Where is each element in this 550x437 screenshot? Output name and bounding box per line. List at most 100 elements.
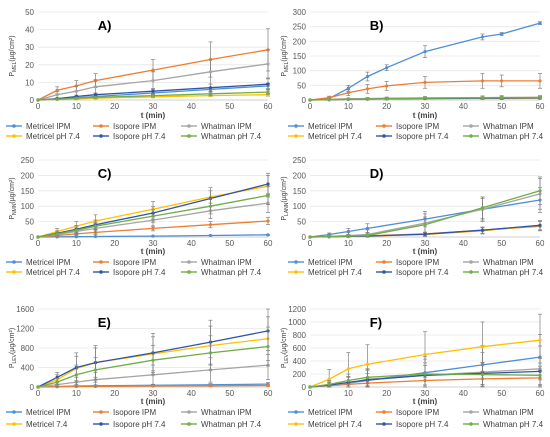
legend-entry: Isopore pH 7.4 xyxy=(376,132,449,141)
data-point xyxy=(538,79,542,83)
legend-label: Whatman IPM xyxy=(483,122,534,131)
data-point xyxy=(365,87,370,91)
legend-entry: Isopore IPM xyxy=(93,258,156,267)
legend-label: Whatman pH 7.4 xyxy=(201,268,262,277)
y-tick-label: 150 xyxy=(21,187,35,196)
legend-swatch-marker xyxy=(99,422,103,426)
data-point xyxy=(93,85,98,89)
legend-swatch-marker xyxy=(12,422,16,426)
data-point xyxy=(93,93,98,97)
y-tick-label: 250 xyxy=(21,156,35,165)
data-point xyxy=(538,189,542,193)
legend-label: Isopore IPM xyxy=(396,258,439,267)
legend-entry: Whatman IPM xyxy=(463,408,534,417)
data-point xyxy=(208,384,213,388)
legend-entry: Isopore pH 7.4 xyxy=(93,132,166,141)
legend-label: Isopore IPM xyxy=(396,122,439,131)
panel-label: F) xyxy=(370,315,382,330)
y-tick-label: 1200 xyxy=(288,305,306,314)
legend-label: Isopore IPM xyxy=(396,408,439,417)
y-axis-title: PLEV(µg/cm²) xyxy=(281,328,290,368)
y-tick-label: 20 xyxy=(25,61,34,70)
y-tick-label: 800 xyxy=(293,331,307,340)
data-point xyxy=(308,385,312,389)
chart-panel-f: 0 200 400 600 800 1000 1200 0 10 20 30 40 50 60 t (min… xyxy=(281,305,545,429)
x-tick-label: 50 xyxy=(225,102,234,111)
data-point xyxy=(208,92,213,96)
y-tick-label: 50 xyxy=(25,8,34,17)
data-point xyxy=(327,377,331,381)
chart-panel-d: 0 50 100 150 200 250 0 10 20 30 40 50 60 t (min) PLANN… xyxy=(281,156,545,277)
x-tick-label: 60 xyxy=(264,102,273,111)
data-point xyxy=(266,219,270,223)
y-tick-label: 50 xyxy=(297,81,306,90)
legend-swatch-marker xyxy=(294,410,298,414)
y-tick-label: 1200 xyxy=(16,325,34,334)
legend-swatch-marker xyxy=(382,124,386,128)
legend-swatch-marker xyxy=(469,270,473,274)
chart-panel-c: 0 50 100 150 200 250 0 10 20 30 40 50 60 t (min) PNMN(… xyxy=(6,156,273,277)
legend-entry: Isopore pH 7.4 xyxy=(376,268,449,277)
data-point xyxy=(208,233,213,238)
y-tick-label: 300 xyxy=(293,8,307,17)
data-point xyxy=(151,68,155,72)
x-tick-label: 20 xyxy=(382,102,391,111)
legend-label: Isopore IPM xyxy=(113,258,156,267)
y-axis-title: PNMN(µg/cm²) xyxy=(9,177,18,219)
x-tick-label: 20 xyxy=(382,239,391,248)
chart-panel-e: 0 400 800 1200 1600 0 10 20 30 40 50 60 t (min) PLEV(… xyxy=(6,305,273,429)
legend-label: Metricel IPM xyxy=(308,122,353,131)
legend-swatch-marker xyxy=(382,260,386,264)
data-point xyxy=(55,97,59,101)
legend-label: Whatman IPM xyxy=(201,258,252,267)
x-tick-label: 10 xyxy=(344,102,353,111)
legend-label: Whatman IPM xyxy=(201,408,252,417)
legend-label: Metricel pH 7.4 xyxy=(26,268,80,277)
x-tick-label: 40 xyxy=(459,389,468,398)
legend-swatch-marker xyxy=(469,422,473,426)
data-point xyxy=(327,98,331,102)
y-tick-label: 150 xyxy=(293,52,307,61)
x-tick-label: 20 xyxy=(382,389,391,398)
legend-entry: Whatman pH 7.4 xyxy=(181,268,262,277)
legend-entry: Isopore pH 7.4 xyxy=(93,420,166,429)
data-point xyxy=(266,182,270,186)
data-point xyxy=(93,224,98,228)
x-tick-label: 60 xyxy=(536,239,545,248)
panel-label: B) xyxy=(370,18,384,33)
y-tick-label: 200 xyxy=(293,37,307,46)
legend-label: Whatman IPM xyxy=(483,408,534,417)
data-point xyxy=(480,345,485,349)
y-axis-title: PLANN(µg/cm²) xyxy=(281,176,290,220)
legend-label: Whatman pH 7.4 xyxy=(483,268,544,277)
legend-swatch-marker xyxy=(294,270,298,274)
series-isopore-ipm xyxy=(308,73,542,102)
legend-swatch-marker xyxy=(382,410,386,414)
legend-entry: Metricel IPM xyxy=(6,258,71,267)
data-point xyxy=(480,373,485,377)
data-point xyxy=(74,373,78,377)
legend-swatch-marker xyxy=(294,422,298,426)
x-tick-label: 60 xyxy=(264,239,273,248)
data-point xyxy=(480,35,485,39)
legend-entry: Whatman IPM xyxy=(181,408,252,417)
x-tick-label: 20 xyxy=(110,239,119,248)
legend-swatch-marker xyxy=(99,260,103,264)
legend-swatch-marker xyxy=(294,260,298,264)
x-tick-label: 0 xyxy=(308,389,313,398)
legend-swatch-marker xyxy=(187,134,191,138)
x-axis-title: t (min) xyxy=(141,111,166,120)
data-point xyxy=(74,235,78,239)
y-tick-label: 200 xyxy=(21,171,35,180)
data-point xyxy=(208,86,213,90)
data-point xyxy=(365,74,370,79)
legend-label: Metricel pH 7.4 xyxy=(26,132,80,141)
x-tick-label: 30 xyxy=(149,102,158,111)
legend-swatch-marker xyxy=(294,134,298,138)
data-point xyxy=(480,206,485,210)
data-point xyxy=(423,352,427,357)
legend-label: Metricel pH 7.4 xyxy=(308,132,362,141)
data-point xyxy=(36,235,40,239)
legend-swatch-marker xyxy=(469,124,473,128)
legend-entry: Metricel IPM xyxy=(6,408,71,417)
